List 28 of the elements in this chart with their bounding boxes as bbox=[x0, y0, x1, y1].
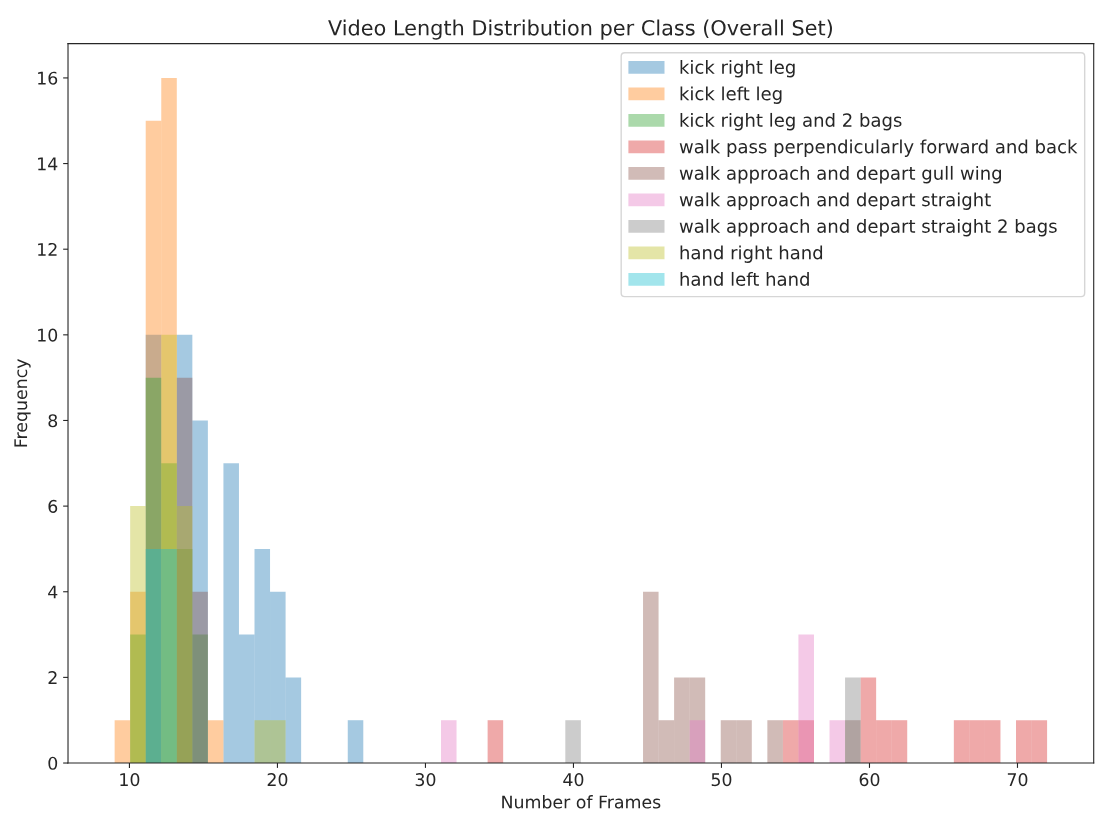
y-tick-label: 2 bbox=[48, 671, 57, 684]
y-tick-label: 16 bbox=[38, 71, 58, 85]
legend-label: kick right leg and 2 bags bbox=[680, 112, 902, 131]
x-tick-label: 70 bbox=[1007, 773, 1028, 787]
x-tick-label: 50 bbox=[711, 773, 732, 787]
legend-label: hand left hand bbox=[680, 271, 809, 286]
x-tick-label: 60 bbox=[859, 773, 880, 787]
y-axis-title: Frequency bbox=[14, 359, 31, 447]
legend-label: walk approach and depart straight bbox=[679, 192, 991, 210]
y-tick-label: 12 bbox=[38, 242, 57, 256]
x-tick-label: 20 bbox=[267, 773, 288, 787]
legend-label: hand right hand bbox=[680, 245, 823, 263]
legend-label: walk approach and depart straight 2 bags bbox=[679, 218, 1057, 237]
legend-label: walk approach and depart gull wing bbox=[679, 165, 1001, 184]
legend-label: walk pass perpendicularly forward and back bbox=[679, 139, 1078, 157]
y-tick-label: 6 bbox=[48, 499, 58, 513]
y-tick-label: 0 bbox=[48, 756, 58, 770]
y-tick-label: 10 bbox=[38, 328, 58, 342]
x-tick-label: 10 bbox=[120, 773, 140, 787]
y-tick-label: 4 bbox=[48, 585, 58, 599]
x-axis-title: Number of Frames bbox=[502, 795, 661, 809]
y-tick-label: 14 bbox=[38, 157, 58, 171]
x-tick-label: 30 bbox=[415, 773, 436, 787]
legend-label: kick right leg bbox=[680, 59, 795, 78]
legend-label: kick left leg bbox=[680, 86, 782, 104]
chart-title: Video Length Distribution per Class (Overall Set) bbox=[328, 19, 832, 40]
x-tick-label: 40 bbox=[563, 773, 584, 787]
y-tick-label: 8 bbox=[48, 414, 58, 428]
